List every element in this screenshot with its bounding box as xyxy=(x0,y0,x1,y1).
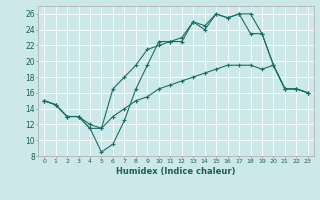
X-axis label: Humidex (Indice chaleur): Humidex (Indice chaleur) xyxy=(116,167,236,176)
